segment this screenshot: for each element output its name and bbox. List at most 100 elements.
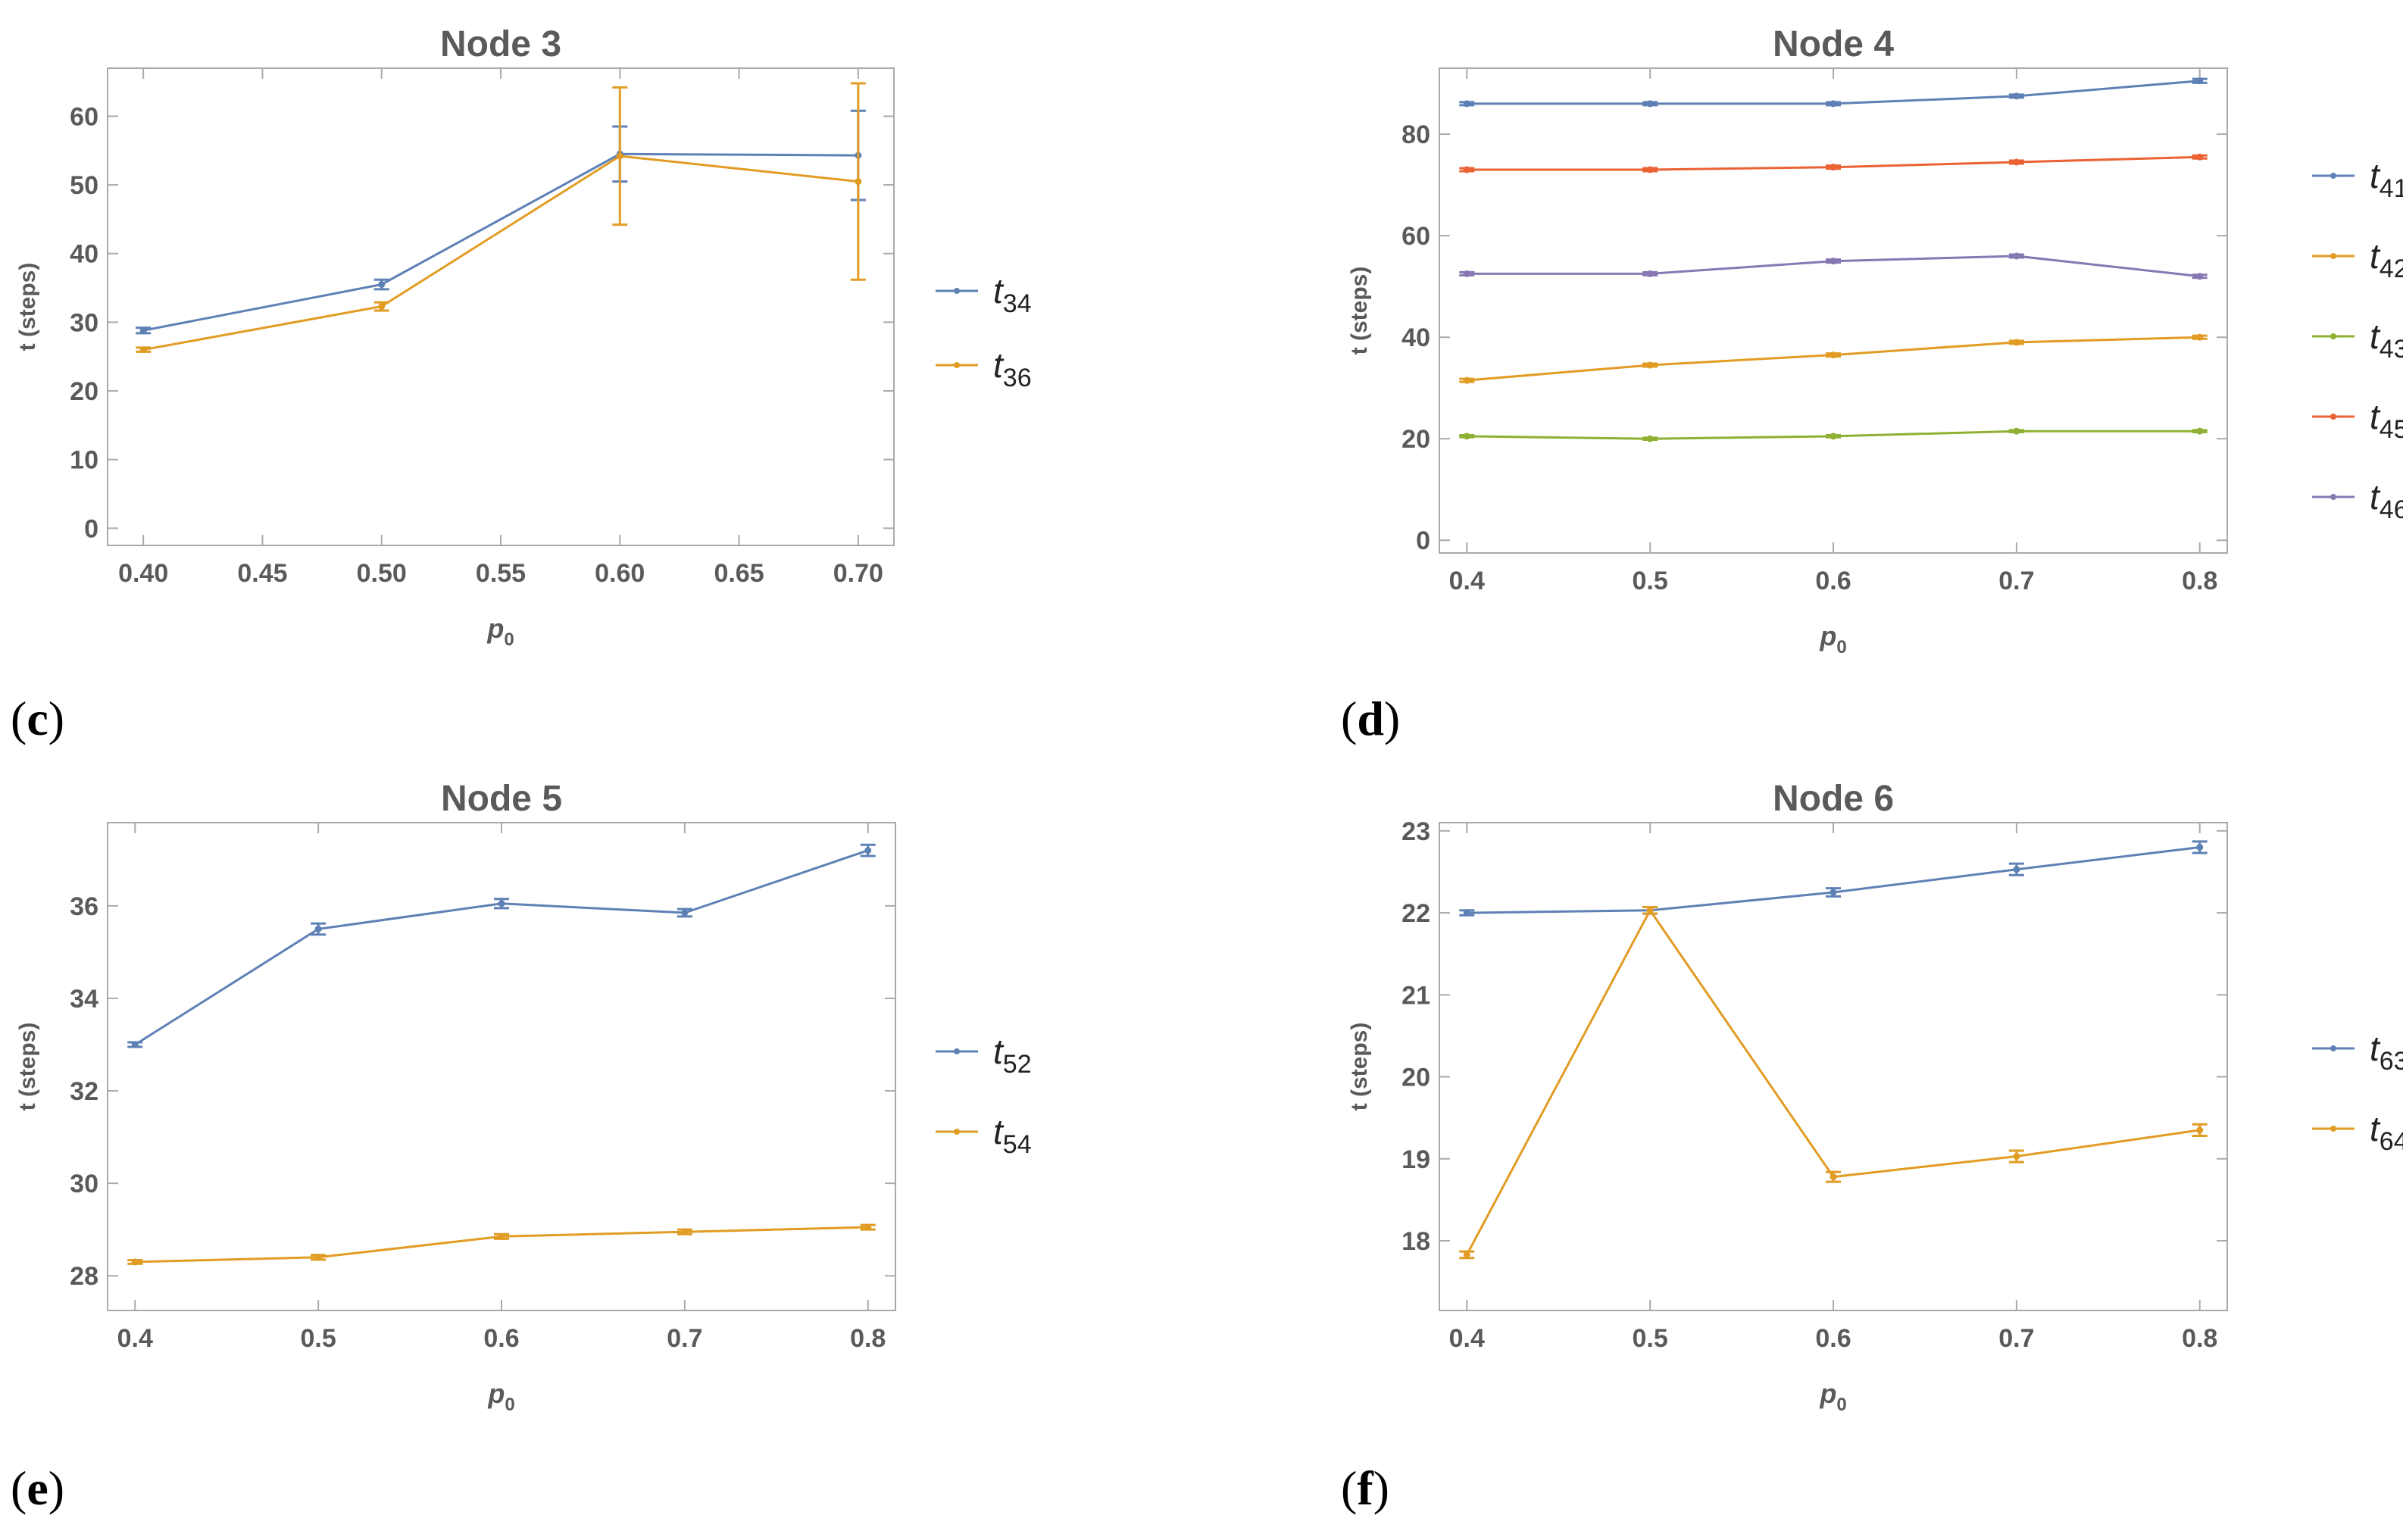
y-tick-label: 50 (70, 171, 98, 200)
plot-frame (1439, 67, 2228, 554)
x-axis-label: p0 (487, 1378, 514, 1415)
data-point (1463, 909, 1470, 917)
data-point (1646, 361, 1654, 369)
series-t42 (1459, 333, 2208, 384)
y-tick-label: 20 (70, 377, 98, 406)
y-tick-label: 36 (70, 892, 98, 921)
x-tick-label: 0.8 (850, 1324, 886, 1353)
data-point (2196, 843, 2204, 851)
chart-panel-d: Node 4 0.4 0.5 0.6 0.7 0.8 0 20 40 60 80 p0 t (steps… (1347, 24, 2403, 658)
series-line (142, 155, 858, 351)
x-tick-label: 0.5 (301, 1324, 336, 1353)
data-point (2013, 866, 2020, 873)
legend-label-sub: 34 (1003, 289, 1032, 318)
data-point (2196, 427, 2204, 435)
panel-label-e: (e) (11, 1461, 65, 1515)
data-point (1646, 270, 1654, 277)
data-point (1646, 907, 1654, 914)
data-point (2196, 333, 2204, 341)
data-point (1830, 433, 1837, 440)
legend-label-sub: 45 (2380, 415, 2403, 444)
y-tick-label: 18 (1401, 1227, 1430, 1256)
y-tick-label: 40 (70, 240, 98, 269)
x-axis-label: p0 (1819, 620, 1846, 658)
y-tick-label: 34 (70, 985, 98, 1014)
panel-label-d: (d) (1341, 692, 1401, 745)
x-tick-label: 0.65 (714, 559, 764, 588)
series-line (1467, 846, 2200, 914)
series-t36 (136, 82, 866, 354)
data-point (378, 303, 386, 311)
data-point (2013, 252, 2020, 260)
x-tick-label: 0.4 (1449, 567, 1485, 595)
y-axis-label: t (steps) (1347, 267, 1372, 355)
x-tick-label: 0.6 (1815, 567, 1851, 595)
x-tick-label: 0.55 (476, 559, 526, 588)
y-axis-label: t (steps) (1347, 1023, 1372, 1111)
x-tick-label: 0.7 (667, 1324, 702, 1353)
series-t54 (127, 1223, 876, 1266)
legend-label-sub: 63 (2380, 1047, 2403, 1076)
x-tick-label: 0.45 (237, 559, 287, 588)
legend-label: t42 (2370, 236, 2403, 283)
data-point (131, 1258, 139, 1266)
data-point (1463, 100, 1470, 108)
y-axis-label: t (steps) (15, 263, 40, 351)
x-axis-label: p0 (1819, 1378, 1846, 1415)
chart-panel-f: Node 6 0.4 0.5 0.6 0.7 0.8 18 19 20 21 22 23 p0 t (st… (1347, 779, 2403, 1415)
legend-swatch-dot (954, 288, 960, 294)
legend-label-sub: 54 (1003, 1130, 1032, 1159)
legend-label: t41 (2370, 156, 2403, 203)
legend-swatch-dot (2330, 414, 2336, 420)
data-point (616, 152, 623, 160)
legend-label-sub: 42 (2380, 255, 2403, 283)
series-t64 (1459, 905, 2208, 1260)
data-point (1463, 270, 1470, 277)
chart-title: Node 5 (441, 779, 562, 819)
legend-swatch-dot (954, 1048, 960, 1054)
series-line (1467, 80, 2200, 105)
data-point (314, 925, 322, 932)
y-tick-label: 19 (1401, 1145, 1430, 1174)
x-axis-label-sub: 0 (1836, 637, 1846, 658)
x-tick-label: 0.8 (2182, 1324, 2217, 1353)
data-point (131, 1041, 139, 1048)
legend-label: t52 (993, 1032, 1032, 1079)
data-point (1463, 433, 1470, 440)
legend-label: t43 (2370, 317, 2403, 364)
series-t43 (1459, 427, 2208, 442)
panel-label-f: (f) (1341, 1461, 1389, 1515)
x-tick-label: 0.4 (1449, 1324, 1485, 1353)
legend-swatch-dot (2330, 253, 2336, 259)
x-tick-label: 0.8 (2182, 567, 2217, 595)
chart-title: Node 6 (1773, 779, 1894, 819)
data-point (139, 346, 147, 354)
chart-title: Node 4 (1773, 24, 1894, 64)
y-tick-label: 0 (1416, 526, 1430, 555)
legend-label: t46 (2370, 477, 2403, 524)
data-point (1463, 166, 1470, 173)
x-axis-label-sub: 0 (1836, 1395, 1846, 1415)
x-tick-label: 0.4 (117, 1324, 153, 1353)
legend-swatch-dot (2330, 1126, 2336, 1132)
data-point (2013, 1153, 2020, 1160)
series-t34 (136, 109, 866, 335)
series-t41 (1459, 77, 2208, 108)
data-point (1830, 351, 1837, 359)
data-point (864, 847, 872, 854)
data-point (1830, 100, 1837, 108)
series-line (135, 1226, 868, 1264)
data-point (1830, 1173, 1837, 1181)
y-tick-label: 60 (70, 102, 98, 131)
data-point (681, 1228, 689, 1235)
x-axis-label: p0 (486, 613, 514, 650)
data-point (1646, 166, 1654, 173)
chart-panel-c: Node 3 0.40 0.45 0.50 0.55 0.60 0.65 0.70 0 10 20 3… (15, 24, 1032, 650)
x-tick-label: 0.70 (833, 559, 883, 588)
x-tick-label: 0.60 (595, 559, 645, 588)
series-line (1467, 336, 2200, 382)
legend-label-sub: 41 (2380, 174, 2403, 203)
y-tick-label: 80 (1401, 120, 1430, 149)
y-tick-label: 28 (70, 1262, 98, 1291)
